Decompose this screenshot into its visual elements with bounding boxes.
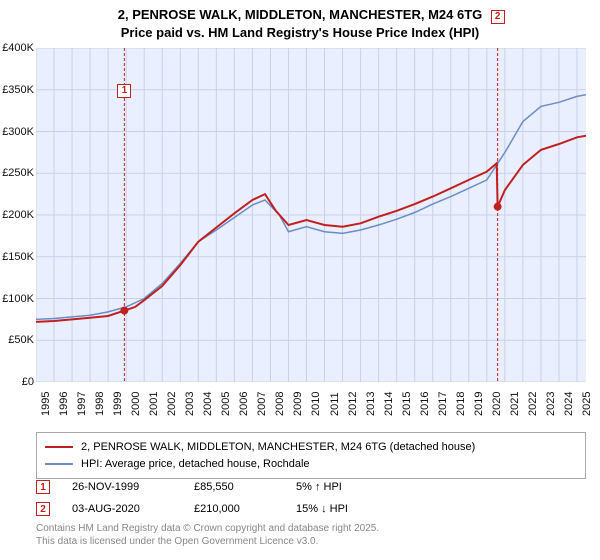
x-tick-label: 2019 (473, 392, 485, 416)
x-tick-label: 2013 (365, 392, 377, 416)
sale-marker-1: 1 (36, 480, 50, 494)
x-tick-label: 1998 (94, 392, 106, 416)
y-axis-ticks: £0£50K£100K£150K£200K£250K£300K£350K£400… (0, 48, 36, 382)
chart-container: 2, PENROSE WALK, MIDDLETON, MANCHESTER, … (0, 0, 600, 560)
x-tick-label: 1999 (112, 392, 124, 416)
y-tick-label: £100K (2, 293, 34, 305)
y-tick-label: £250K (2, 167, 34, 179)
x-tick-label: 1995 (40, 392, 52, 416)
x-tick-label: 2022 (527, 392, 539, 416)
y-tick-label: £300K (2, 126, 34, 138)
x-tick-label: 1997 (76, 392, 88, 416)
x-tick-label: 2005 (220, 392, 232, 416)
x-tick-label: 2015 (401, 392, 413, 416)
x-tick-label: 1996 (58, 392, 70, 416)
sale-row: 1 26-NOV-1999 £85,550 5% ↑ HPI (36, 476, 586, 498)
attribution-line2: This data is licensed under the Open Gov… (36, 536, 318, 547)
sales-list: 1 26-NOV-1999 £85,550 5% ↑ HPI 2 03-AUG-… (36, 476, 586, 520)
x-tick-label: 2014 (383, 392, 395, 416)
legend-row: 2, PENROSE WALK, MIDDLETON, MANCHESTER, … (45, 439, 577, 456)
x-tick-label: 2010 (310, 392, 322, 416)
y-tick-label: £200K (2, 209, 34, 221)
sale-date: 26-NOV-1999 (72, 481, 172, 493)
x-tick-label: 2018 (455, 392, 467, 416)
x-tick-label: 2004 (202, 392, 214, 416)
sale-price: £210,000 (194, 503, 274, 515)
attribution-text: Contains HM Land Registry data © Crown c… (36, 522, 586, 548)
sale-marker-2: 2 (36, 502, 50, 516)
x-tick-label: 2020 (491, 392, 503, 416)
x-tick-label: 2003 (184, 392, 196, 416)
sale-change: 5% ↑ HPI (296, 481, 406, 493)
sale-row: 2 03-AUG-2020 £210,000 15% ↓ HPI (36, 498, 586, 520)
title-line2: Price paid vs. HM Land Registry's House … (121, 25, 480, 40)
legend-swatch-1 (45, 463, 73, 465)
x-tick-label: 2011 (329, 392, 341, 416)
chart-marker-2: 2 (491, 10, 505, 24)
x-tick-label: 2023 (545, 392, 557, 416)
x-tick-label: 2025 (581, 392, 593, 416)
sale-change: 15% ↓ HPI (296, 503, 406, 515)
x-tick-label: 2006 (238, 392, 250, 416)
y-tick-label: £50K (8, 334, 34, 346)
title-line1: 2, PENROSE WALK, MIDDLETON, MANCHESTER, … (118, 7, 483, 22)
y-tick-label: £400K (2, 42, 34, 54)
x-tick-label: 2024 (563, 392, 575, 416)
x-tick-label: 2009 (292, 392, 304, 416)
legend-label-1: HPI: Average price, detached house, Roch… (81, 456, 310, 473)
chart-title: 2, PENROSE WALK, MIDDLETON, MANCHESTER, … (0, 0, 600, 41)
y-tick-label: £350K (2, 84, 34, 96)
legend-swatch-0 (45, 446, 73, 448)
chart-svg (36, 48, 586, 382)
legend-row: HPI: Average price, detached house, Roch… (45, 456, 577, 473)
legend-box: 2, PENROSE WALK, MIDDLETON, MANCHESTER, … (36, 432, 586, 479)
x-tick-label: 2016 (419, 392, 431, 416)
attribution-line1: Contains HM Land Registry data © Crown c… (36, 523, 379, 534)
y-tick-label: £150K (2, 251, 34, 263)
x-tick-label: 2012 (347, 392, 359, 416)
x-tick-label: 2008 (274, 392, 286, 416)
chart-marker-1: 1 (117, 84, 131, 98)
x-tick-label: 2007 (256, 392, 268, 416)
x-tick-label: 2021 (509, 392, 521, 416)
x-tick-label: 2000 (130, 392, 142, 416)
sale-price: £85,550 (194, 481, 274, 493)
sale-date: 03-AUG-2020 (72, 503, 172, 515)
y-tick-label: £0 (22, 376, 34, 388)
x-tick-label: 2001 (148, 392, 160, 416)
legend-label-0: 2, PENROSE WALK, MIDDLETON, MANCHESTER, … (81, 439, 475, 456)
x-tick-label: 2017 (437, 392, 449, 416)
x-tick-label: 2002 (166, 392, 178, 416)
plot-area: 12 (36, 48, 586, 382)
